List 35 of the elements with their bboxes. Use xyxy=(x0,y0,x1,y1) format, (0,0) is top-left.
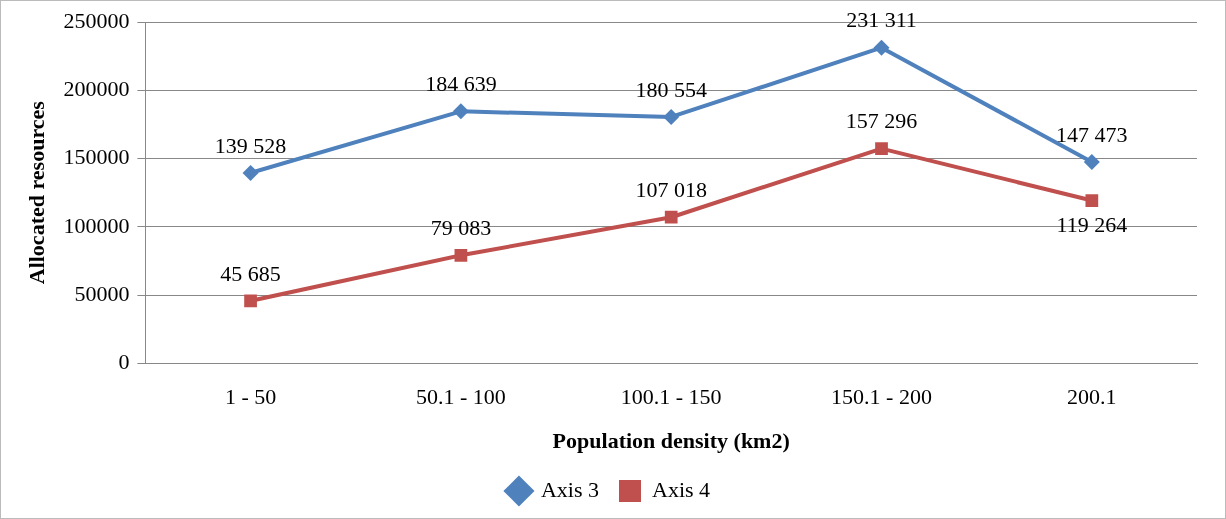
legend-label: Axis 4 xyxy=(652,476,711,502)
point xyxy=(452,103,469,120)
data-label: 180 554 xyxy=(635,76,707,102)
x-tick-label: 1 - 50 xyxy=(224,384,277,410)
point xyxy=(663,108,680,125)
point xyxy=(1085,194,1099,207)
y-tick-label: 150000 xyxy=(63,144,130,170)
y-tick-label: 250000 xyxy=(63,7,130,33)
data-label: 119 264 xyxy=(1056,212,1128,238)
x-tick-label: 100.1 - 150 xyxy=(620,384,722,410)
data-label: 79 083 xyxy=(430,215,492,241)
data-label: 147 473 xyxy=(1056,121,1128,147)
data-label: 107 018 xyxy=(635,177,707,203)
legend-label: Axis 3 xyxy=(540,476,599,502)
point xyxy=(242,164,259,181)
y-tick-label: 0 xyxy=(118,348,130,374)
data-label: 184 639 xyxy=(425,71,497,97)
x-axis-title: Population density (km2) xyxy=(552,428,790,454)
point xyxy=(664,210,678,224)
y-tick-label: 50000 xyxy=(74,280,130,306)
point xyxy=(454,248,468,262)
point xyxy=(1083,154,1100,171)
x-tick-label: 50.1 - 100 xyxy=(415,384,506,410)
point xyxy=(873,39,890,56)
point xyxy=(875,142,888,156)
y-tick-label: 200000 xyxy=(63,76,130,102)
data-label: 157 296 xyxy=(845,108,918,134)
x-tick-label: 150.1 - 200 xyxy=(831,384,932,410)
data-label: 45 685 xyxy=(220,260,281,286)
data-label: 231 311 xyxy=(846,7,917,33)
y-axis-title: Allocated resources xyxy=(23,100,49,285)
data-label: 139 528 xyxy=(214,132,287,158)
point xyxy=(244,294,257,308)
x-tick-label: 200.1 xyxy=(1067,384,1117,410)
y-tick-label: 100000 xyxy=(63,212,130,238)
